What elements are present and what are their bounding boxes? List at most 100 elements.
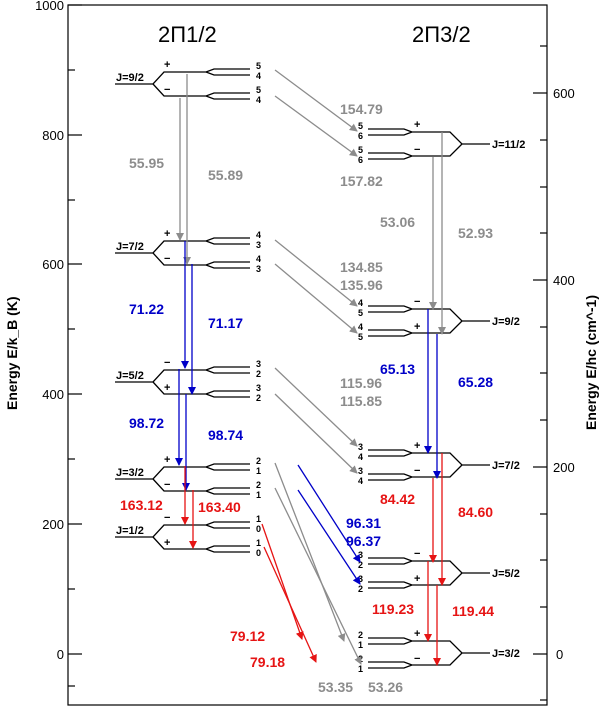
lower-parity: − (164, 479, 170, 491)
svg-text:600: 600 (553, 86, 575, 101)
upper-parity: − (164, 512, 170, 524)
lower-parity: − (414, 653, 420, 665)
hf-label: 2 (358, 630, 363, 640)
blue-values: 71.22 71.17 98.72 98.74 65.13 65.28 96.3… (129, 301, 493, 549)
svg-text:134.85: 134.85 (340, 259, 383, 275)
hf-label: 3 (256, 383, 261, 393)
hf-label: 5 (358, 121, 363, 131)
hf-label: 1 (358, 640, 363, 650)
svg-text:53.26: 53.26 (368, 679, 403, 695)
level-label: J=7/2 (116, 241, 144, 253)
svg-text:800: 800 (42, 128, 64, 143)
hf-label: 3 (256, 359, 261, 369)
hf-label: 5 (256, 61, 261, 71)
right-tick-labels: 600 400 200 0 (553, 86, 575, 662)
svg-text:98.72: 98.72 (129, 415, 164, 431)
svg-text:79.12: 79.12 (230, 628, 265, 644)
upper-parity: − (164, 357, 170, 369)
left-axis-title: Energy E/k_B (K) (4, 296, 20, 410)
gray-transitions (176, 69, 446, 665)
svg-text:53.06: 53.06 (380, 214, 415, 230)
hf-label: 5 (358, 332, 363, 342)
hf-label: 0 (256, 548, 261, 558)
hf-label: 6 (358, 155, 363, 165)
svg-text:71.22: 71.22 (129, 301, 164, 317)
svg-text:79.18: 79.18 (250, 654, 285, 670)
upper-parity: − (414, 296, 420, 308)
svg-text:1000: 1000 (35, 0, 64, 13)
upper-parity: + (414, 628, 420, 640)
svg-text:400: 400 (553, 273, 575, 288)
upper-parity: + (164, 59, 170, 71)
right-axis-ticks (533, 45, 547, 701)
lower-parity: − (164, 84, 170, 96)
hf-label: 4 (358, 452, 363, 462)
upper-parity: + (414, 119, 420, 131)
level-lines (115, 521, 250, 553)
upper-parity: + (164, 454, 170, 466)
level-lines (115, 68, 250, 100)
lower-parity: − (164, 253, 170, 265)
level-label: J=9/2 (116, 72, 144, 84)
red-transitions (181, 453, 446, 666)
left-axis-ticks (68, 4, 82, 687)
upper-parity: − (414, 548, 420, 560)
hf-label: 5 (256, 85, 261, 95)
upper-parity: + (164, 228, 170, 240)
svg-text:96.37: 96.37 (346, 533, 381, 549)
svg-text:65.28: 65.28 (458, 374, 493, 390)
hf-label: 4 (256, 71, 261, 81)
level-lines (368, 637, 490, 669)
svg-text:600: 600 (42, 257, 64, 272)
svg-text:154.79: 154.79 (340, 101, 383, 117)
hf-label: 2 (256, 393, 261, 403)
right-axis-title: Energy E/hc (cm^-1) (583, 295, 599, 430)
svg-text:0: 0 (556, 647, 563, 662)
blue-transitions (175, 241, 441, 585)
left-tick-labels: 1000 800 600 400 200 0 (35, 0, 64, 662)
hf-label: 6 (358, 131, 363, 141)
svg-text:115.85: 115.85 (340, 393, 382, 409)
right-ladder-title: 2Π3/2 (412, 22, 471, 47)
svg-text:400: 400 (42, 387, 64, 402)
hf-label: 1 (358, 664, 363, 674)
hf-label: 4 (358, 298, 363, 308)
svg-text:52.93: 52.93 (458, 225, 493, 241)
hf-label: 1 (256, 514, 261, 524)
lower-parity: + (164, 537, 170, 549)
svg-text:119.23: 119.23 (372, 601, 414, 617)
hf-label: 3 (256, 264, 261, 274)
svg-text:55.89: 55.89 (208, 167, 243, 183)
hf-label: 3 (358, 466, 363, 476)
hf-label: 4 (358, 322, 363, 332)
hf-label: 4 (256, 254, 261, 264)
level-label: J=3/2 (492, 648, 520, 660)
hf-label: 5 (358, 308, 363, 318)
level-label: J=7/2 (492, 460, 520, 472)
level-lines (368, 305, 490, 337)
level-label: J=3/2 (116, 467, 144, 479)
hf-label: 2 (358, 584, 363, 594)
svg-text:55.95: 55.95 (129, 155, 164, 171)
level-label: J=5/2 (116, 370, 144, 382)
level-lines (368, 449, 490, 481)
hf-label: 2 (256, 480, 261, 490)
hf-label: 4 (358, 476, 363, 486)
lower-parity: − (414, 144, 420, 156)
hf-label: 2 (256, 456, 261, 466)
level-lines (368, 557, 490, 589)
hf-label: 2 (358, 560, 363, 570)
svg-text:65.13: 65.13 (380, 361, 415, 377)
svg-text:119.44: 119.44 (452, 603, 494, 619)
hf-label: 3 (256, 240, 261, 250)
level-label: J=9/2 (492, 316, 520, 328)
level-label: J=1/2 (116, 525, 144, 537)
hf-label: 5 (358, 145, 363, 155)
